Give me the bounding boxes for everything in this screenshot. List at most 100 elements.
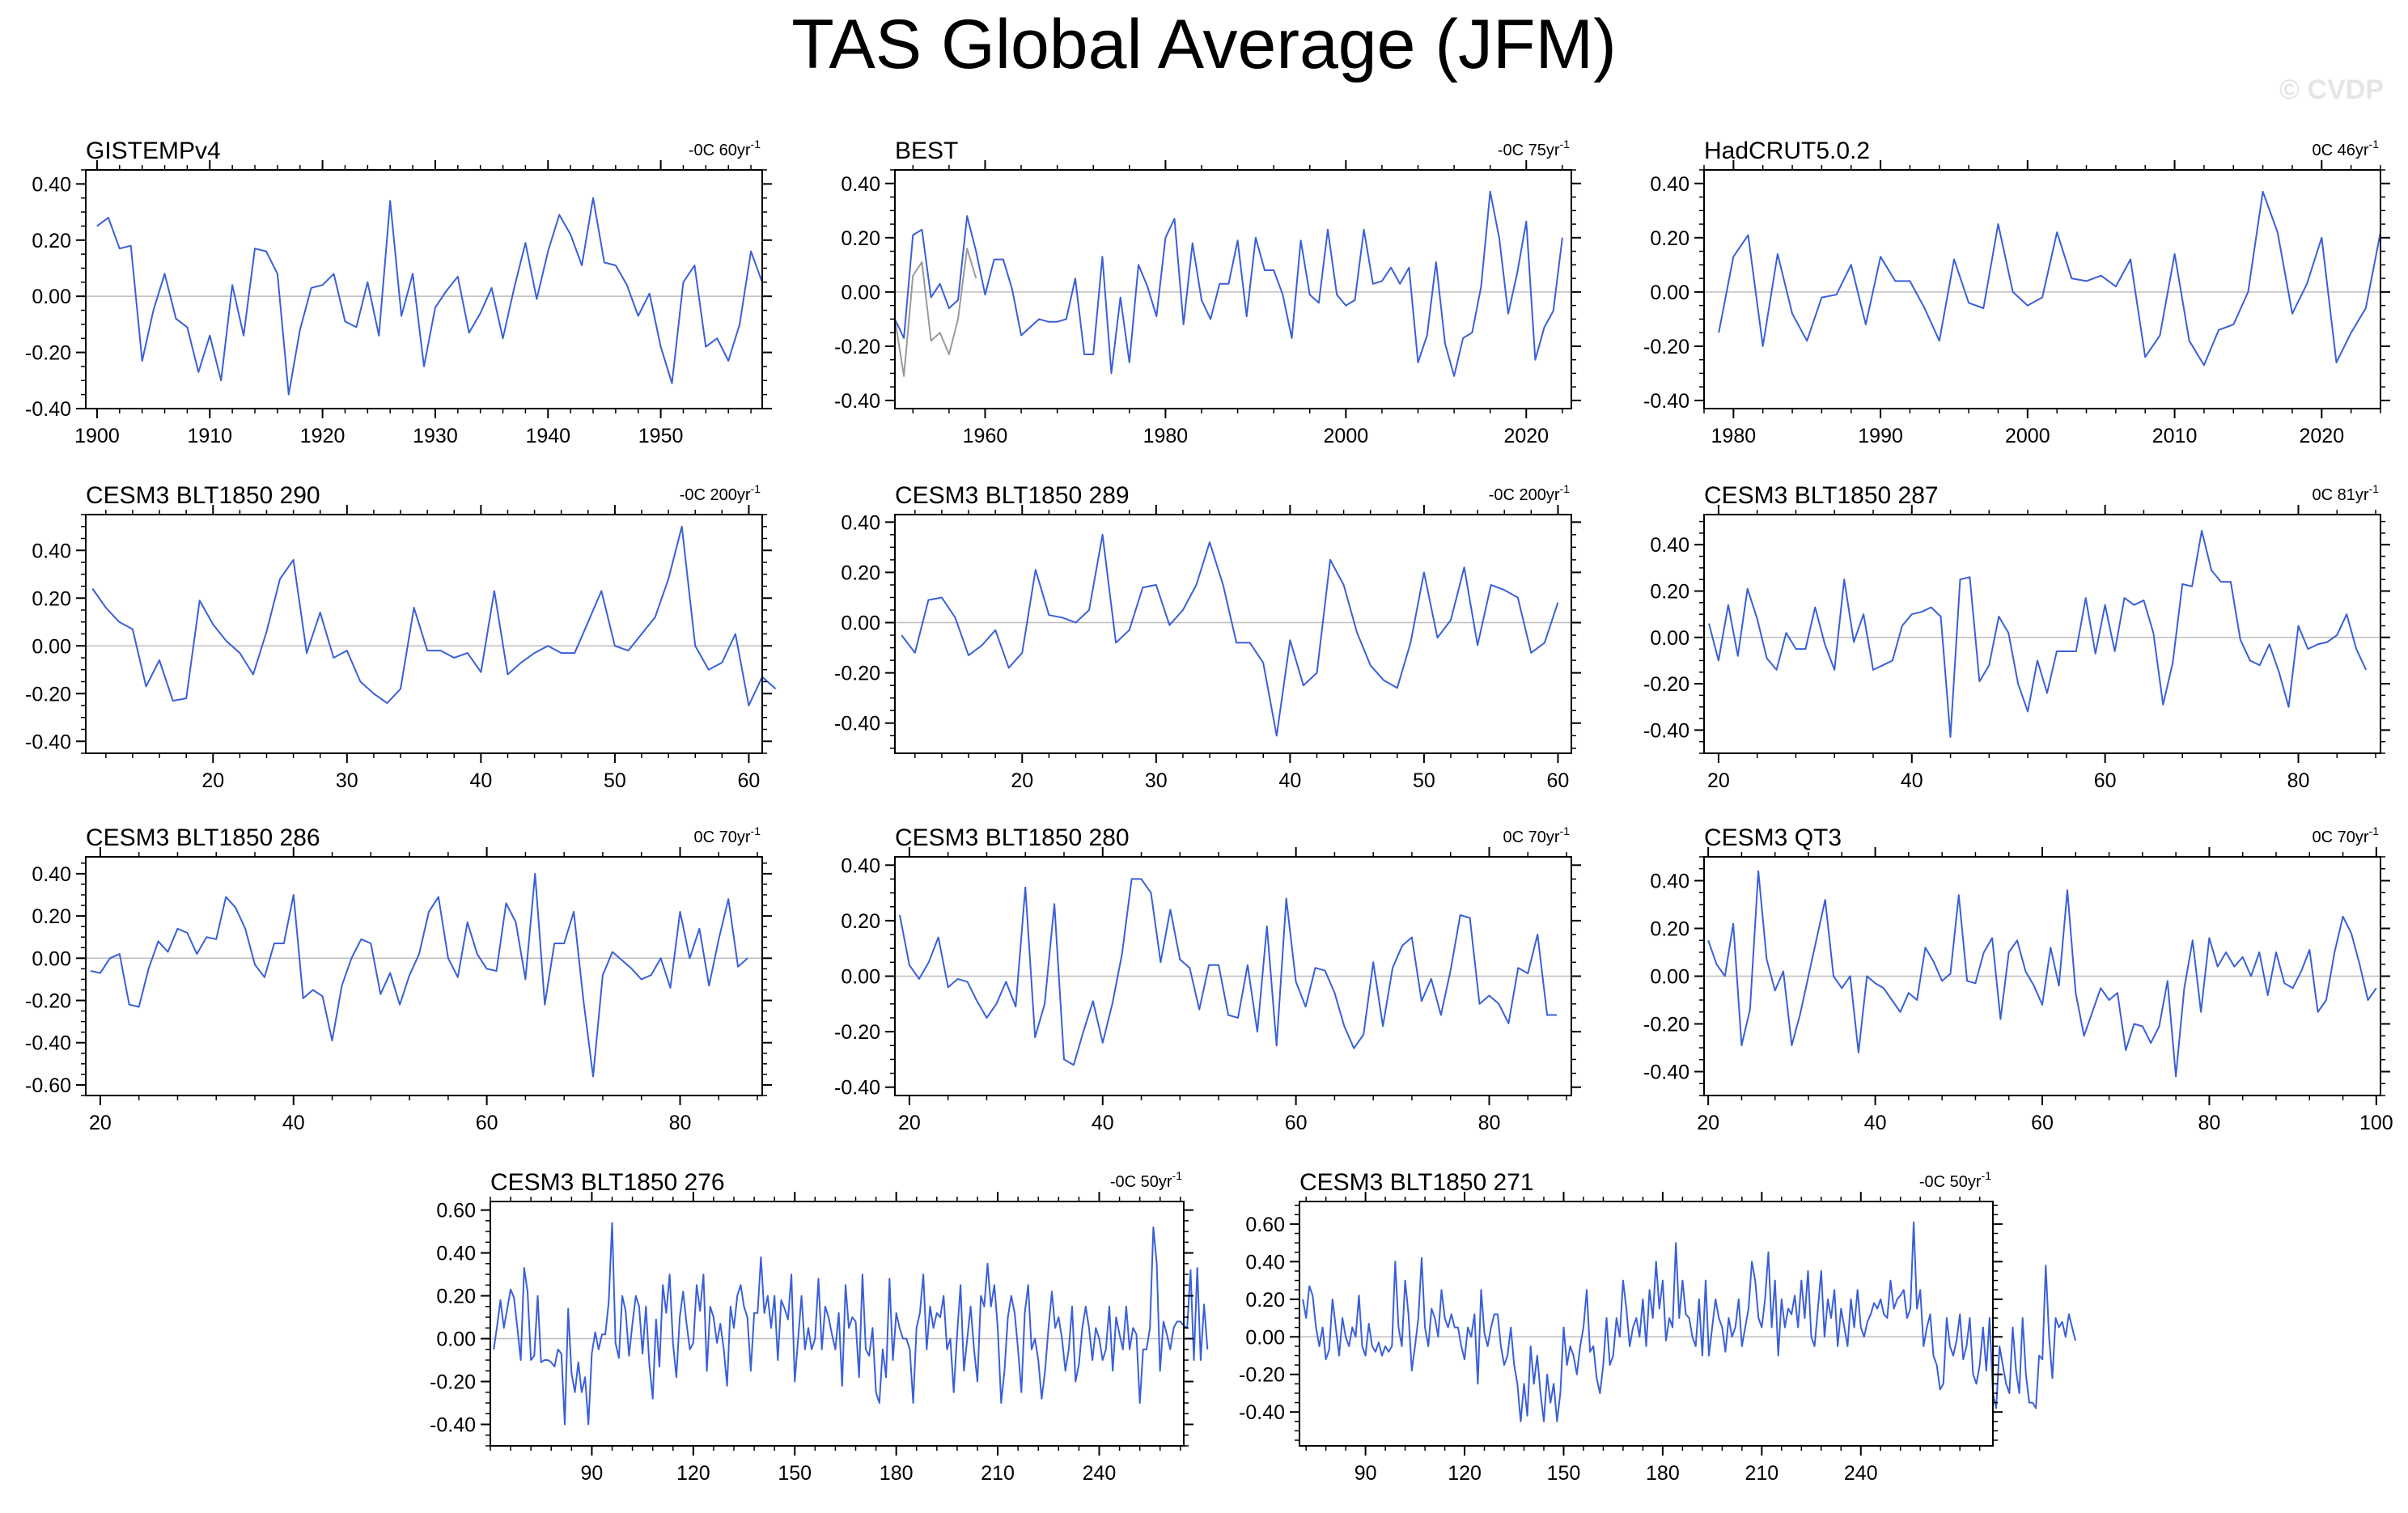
trend-exponent: -1 — [1172, 1169, 1183, 1182]
y-tick-label: -0.20 — [1643, 1014, 1689, 1036]
watermark: © CVDP — [2279, 74, 2384, 105]
plot-frame — [1703, 169, 2381, 409]
x-tick-label: 210 — [1745, 1462, 1778, 1485]
x-tick-label: 60 — [738, 769, 761, 792]
panel-title: CESM3 BLT1850 286 — [86, 824, 320, 851]
series-line — [1708, 530, 2368, 738]
panel-1: GISTEMPv4 -0C 60yr-1 -0.40 -0.20 0.00 0.20 0.4… — [25, 138, 772, 447]
y-tick-label: -0.40 — [25, 1032, 71, 1055]
trend-exponent: -1 — [1560, 482, 1571, 495]
y-tick-label: 0.60 — [1245, 1214, 1285, 1236]
y-tick-label: -0.40 — [1643, 390, 1689, 413]
panel-title: CESM3 BLT1850 271 — [1299, 1169, 1534, 1196]
panel-4: CESM3 BLT1850 290 -0C 200yr-1 -0.40 -0.20 0.… — [25, 482, 777, 792]
trend-exponent: -1 — [1982, 1169, 1992, 1182]
y-tick-label: -0.20 — [1643, 673, 1689, 696]
trend-label: -0C 50yr-1 — [1110, 1169, 1182, 1191]
y-tick-label: 0.20 — [1650, 227, 1689, 250]
trend-exponent: -1 — [751, 482, 761, 495]
x-tick-label: 180 — [880, 1462, 914, 1485]
y-tick-label: -0.20 — [25, 342, 71, 365]
y-tick-label: -0.20 — [834, 663, 880, 685]
trend-exponent: -1 — [2369, 482, 2380, 495]
y-tick-label: -0.60 — [25, 1074, 71, 1097]
y-tick-label: 0.00 — [841, 282, 880, 304]
panel-7: CESM3 BLT1850 286 0C 70yr-1 -0.60 -0.40 -0.2… — [25, 824, 772, 1134]
x-tick-label: 1910 — [187, 425, 232, 447]
trend-exponent: -1 — [2369, 824, 2380, 837]
series-line — [96, 197, 763, 396]
panel-title: CESM3 BLT1850 290 — [86, 482, 320, 509]
x-tick-label: 2000 — [2005, 425, 2050, 447]
series-line — [899, 878, 1558, 1066]
trend-exponent: -1 — [751, 824, 761, 837]
x-tick-label: 20 — [201, 769, 224, 792]
y-tick-label: 0.60 — [436, 1200, 476, 1223]
y-tick-label: -0.20 — [25, 990, 71, 1013]
x-tick-label: 20 — [898, 1112, 921, 1134]
x-tick-label: 1900 — [74, 425, 120, 447]
y-tick-label: 0.40 — [841, 511, 880, 534]
trend-label: 0C 81yr-1 — [2313, 482, 2380, 504]
y-tick-label: -0.40 — [834, 713, 880, 735]
x-tick-label: 40 — [282, 1112, 305, 1134]
y-tick-label: -0.20 — [25, 683, 71, 706]
panel-title: HadCRUT5.0.2 — [1704, 138, 1870, 164]
plot-frame — [894, 514, 1572, 754]
x-tick-label: 1940 — [525, 425, 570, 447]
y-tick-label: -0.20 — [1643, 336, 1689, 358]
series-line — [1718, 190, 2381, 367]
series-line — [1707, 870, 2377, 1078]
y-tick-label: 0.00 — [436, 1329, 476, 1351]
x-tick-label: 20 — [1707, 769, 1730, 792]
y-tick-label: 0.20 — [32, 230, 71, 252]
y-tick-label: 0.40 — [32, 173, 71, 196]
y-tick-label: 0.20 — [1650, 918, 1689, 941]
series-line-secondary — [894, 248, 977, 377]
x-tick-label: 120 — [676, 1462, 710, 1485]
y-tick-label: 0.40 — [1245, 1251, 1285, 1274]
y-tick-label: 0.00 — [32, 635, 71, 658]
panel-3: HadCRUT5.0.2 0C 46yr-1 -0.40 -0.20 0.00 0.20 0… — [1643, 138, 2390, 447]
series-line — [894, 190, 1563, 377]
plot-frame — [894, 169, 1572, 409]
trend-label: 0C 70yr-1 — [694, 824, 761, 846]
y-tick-label: 0.20 — [1245, 1289, 1285, 1312]
x-tick-label: 120 — [1448, 1462, 1482, 1485]
y-tick-label: -0.40 — [834, 1077, 880, 1100]
x-tick-label: 40 — [1864, 1112, 1887, 1134]
x-tick-label: 210 — [981, 1462, 1015, 1485]
x-tick-label: 1920 — [300, 425, 346, 447]
y-tick-label: 0.00 — [1650, 627, 1689, 650]
y-tick-label: -0.20 — [834, 336, 880, 358]
y-tick-label: 0.20 — [841, 227, 880, 250]
plot-frame — [490, 1201, 1185, 1447]
panel-2: BEST -0C 75yr-1 -0.40 -0.20 0.00 0.20 0.40 1960… — [834, 138, 1581, 447]
y-tick-label: -0.20 — [1239, 1364, 1285, 1387]
y-tick-label: 0.00 — [1650, 966, 1689, 989]
plot-frame — [85, 169, 763, 409]
y-tick-label: 0.40 — [32, 540, 71, 562]
plot-frame — [85, 514, 763, 754]
x-tick-label: 1980 — [1143, 425, 1189, 447]
y-tick-label: 0.20 — [841, 562, 880, 584]
panel-11: CESM3 BLT1850 271 -0C 50yr-1 -0.40 -0.20 0.0… — [1239, 1169, 2076, 1485]
trend-exponent: -1 — [751, 138, 761, 150]
y-tick-label: -0.20 — [430, 1371, 476, 1394]
panel-8: CESM3 BLT1850 280 0C 70yr-1 -0.40 -0.20 0.00… — [834, 824, 1581, 1134]
x-tick-label: 60 — [2031, 1112, 2054, 1134]
x-tick-label: 40 — [469, 769, 492, 792]
plot-frame — [85, 856, 763, 1096]
x-tick-label: 240 — [1844, 1462, 1878, 1485]
series-line — [493, 1222, 1209, 1426]
x-tick-label: 50 — [604, 769, 626, 792]
y-tick-label: -0.40 — [1643, 1062, 1689, 1084]
x-tick-label: 150 — [778, 1462, 812, 1485]
series-line — [1302, 1221, 2076, 1422]
series-line — [91, 525, 777, 706]
x-tick-label: 40 — [1901, 769, 1923, 792]
x-tick-label: 240 — [1083, 1462, 1117, 1485]
y-tick-label: 0.00 — [841, 612, 880, 635]
trend-label: -0C 60yr-1 — [689, 138, 761, 159]
y-tick-label: -0.40 — [25, 731, 71, 753]
